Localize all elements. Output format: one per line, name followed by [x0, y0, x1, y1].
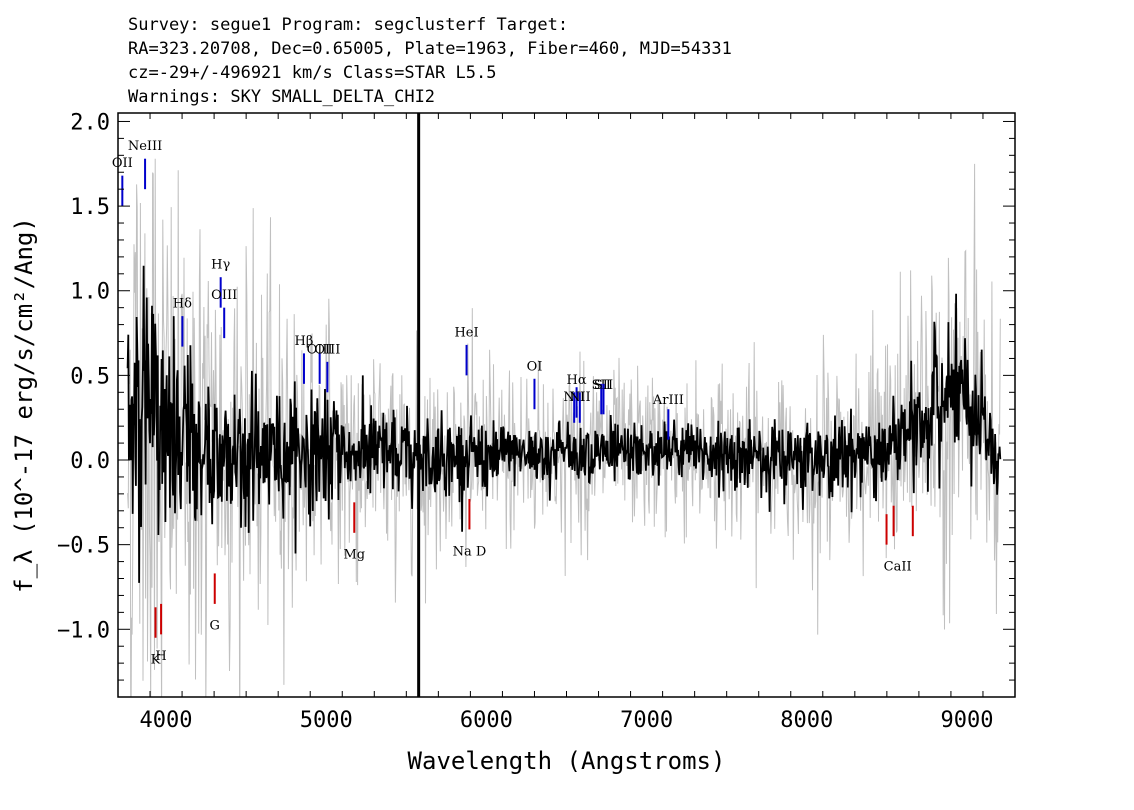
emission-line-label: ArIII — [652, 393, 684, 408]
header-warnings-line: Warnings: SKY SMALL_DELTA_CHI2 — [128, 87, 436, 107]
emission-line-label: OIII — [211, 288, 237, 303]
emission-line-label: Hδ — [173, 297, 192, 312]
x-axis-title: Wavelength (Angstroms) — [408, 747, 726, 775]
x-tick-label: 4000 — [140, 708, 193, 733]
emission-line-label: Hγ — [211, 258, 230, 273]
x-tick-label: 6000 — [460, 708, 513, 733]
emission-line-label: NeIII — [128, 139, 162, 154]
y-tick-label: −1.0 — [57, 618, 110, 643]
emission-line-label: Hα — [567, 373, 587, 388]
y-tick-label: 2.0 — [70, 110, 110, 135]
y-tick-label: −0.5 — [57, 534, 110, 559]
y-axis-title: f_λ (10^-17 erg/s/cm²/Ang) — [10, 217, 38, 593]
x-tick-label: 5000 — [300, 708, 353, 733]
x-tick-label: 8000 — [780, 708, 833, 733]
emission-line-label: OII — [112, 156, 133, 171]
x-tick-label: 7000 — [620, 708, 673, 733]
y-tick-label: 0.0 — [70, 449, 110, 474]
emission-line-label: SII — [592, 378, 611, 393]
absorption-line-label: CaII — [884, 560, 912, 575]
emission-line-label: SII — [594, 378, 613, 393]
emission-line-label: HeI — [454, 325, 478, 340]
emission-line-label: Hβ — [295, 334, 314, 349]
absorption-line-label: K — [151, 653, 161, 668]
emission-line-label: OI — [527, 359, 543, 374]
absorption-line-label: Na D — [453, 544, 487, 559]
header-coordinates-line: RA=323.20708, Dec=0.65005, Plate=1963, F… — [128, 39, 732, 59]
flux-line — [126, 265, 1002, 583]
y-tick-label: 0.5 — [70, 364, 110, 389]
header-survey-line: Survey: segue1 Program: segclusterf Targ… — [128, 15, 569, 35]
absorption-line-label: Mg — [343, 548, 365, 563]
absorption-line-label: G — [210, 619, 220, 634]
absorption-line-label: H — [155, 649, 166, 664]
y-tick-label: 1.5 — [70, 195, 110, 220]
emission-line-label: NII — [569, 390, 591, 405]
emission-line-label: OIII — [314, 342, 340, 357]
x-tick-label: 9000 — [940, 708, 993, 733]
header-redshift-line: cz=-29+/-496921 km/s Class=STAR L5.5 — [128, 63, 497, 83]
spectrum-header: Survey: segue1 Program: segclusterf Targ… — [128, 13, 732, 109]
y-tick-label: 1.0 — [70, 280, 110, 305]
emission-line-label: OIII — [307, 342, 333, 357]
